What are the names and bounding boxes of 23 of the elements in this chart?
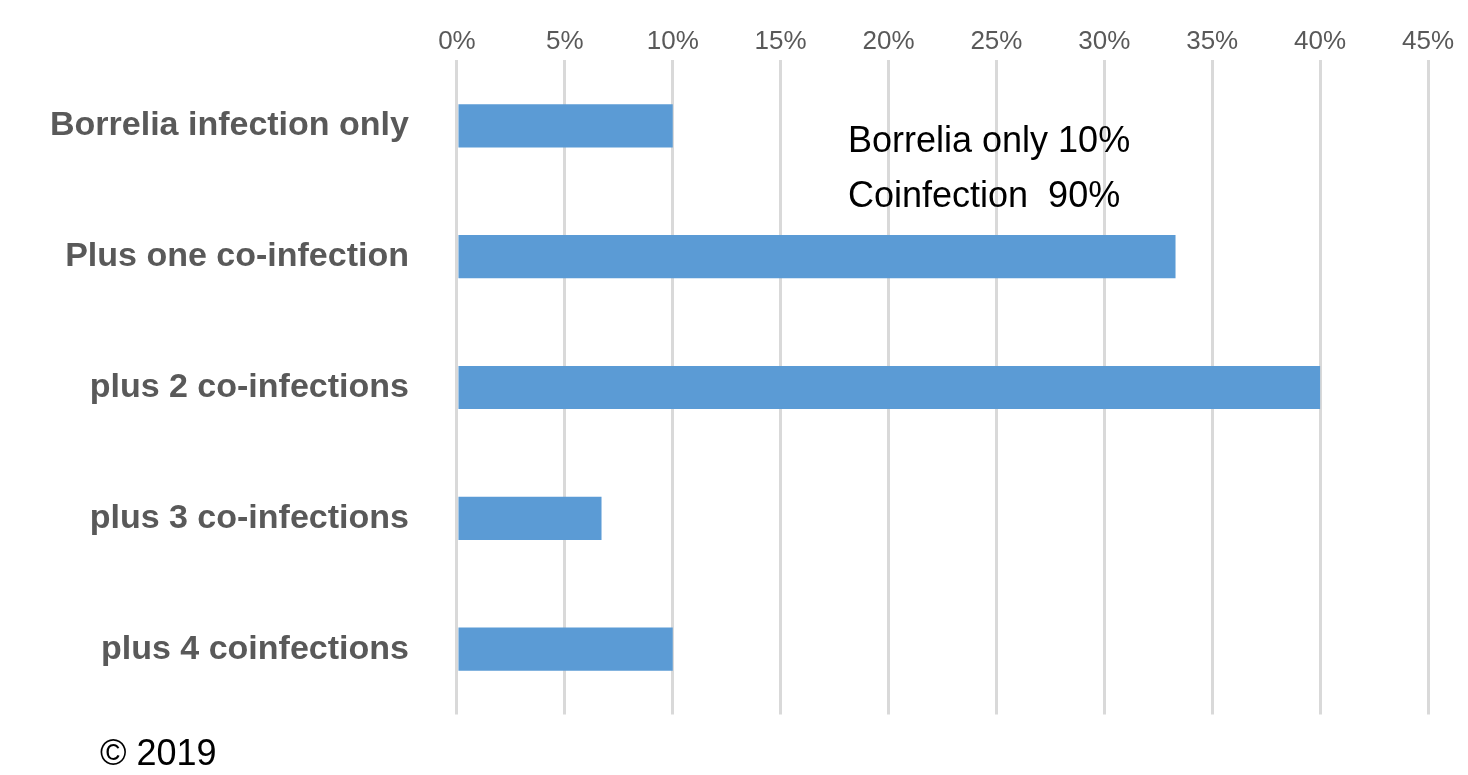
- x-tick-label: 5%: [546, 24, 584, 55]
- bar: [458, 496, 602, 540]
- y-tick-label: Plus one co-infection: [65, 235, 409, 274]
- x-tick-label: 10%: [646, 24, 699, 55]
- y-tick-label: plus 4 coinfections: [100, 627, 409, 666]
- y-tick-label: plus 2 co-infections: [89, 365, 409, 404]
- bar: [458, 365, 1321, 410]
- annotation: Borrelia only 10%: [848, 118, 1131, 160]
- x-tick-label: 15%: [754, 24, 807, 55]
- bar: [458, 235, 1176, 279]
- bar: [458, 627, 673, 671]
- annotation: Coinfection 90%: [848, 173, 1121, 215]
- text: © 2019: [100, 731, 217, 773]
- y-tick-label: Borrelia infection only: [49, 104, 410, 143]
- x-tick-label: 25%: [970, 24, 1023, 55]
- bar: [458, 104, 673, 148]
- y-tick-label: plus 3 co-infections: [89, 496, 409, 535]
- x-tick-label: 20%: [862, 24, 915, 55]
- x-tick-label: 45%: [1401, 24, 1455, 55]
- x-tick-label: 30%: [1078, 24, 1131, 55]
- x-tick-label: 40%: [1294, 24, 1347, 55]
- x-tick-label: 35%: [1186, 24, 1239, 55]
- x-tick-label: 0%: [438, 24, 476, 55]
